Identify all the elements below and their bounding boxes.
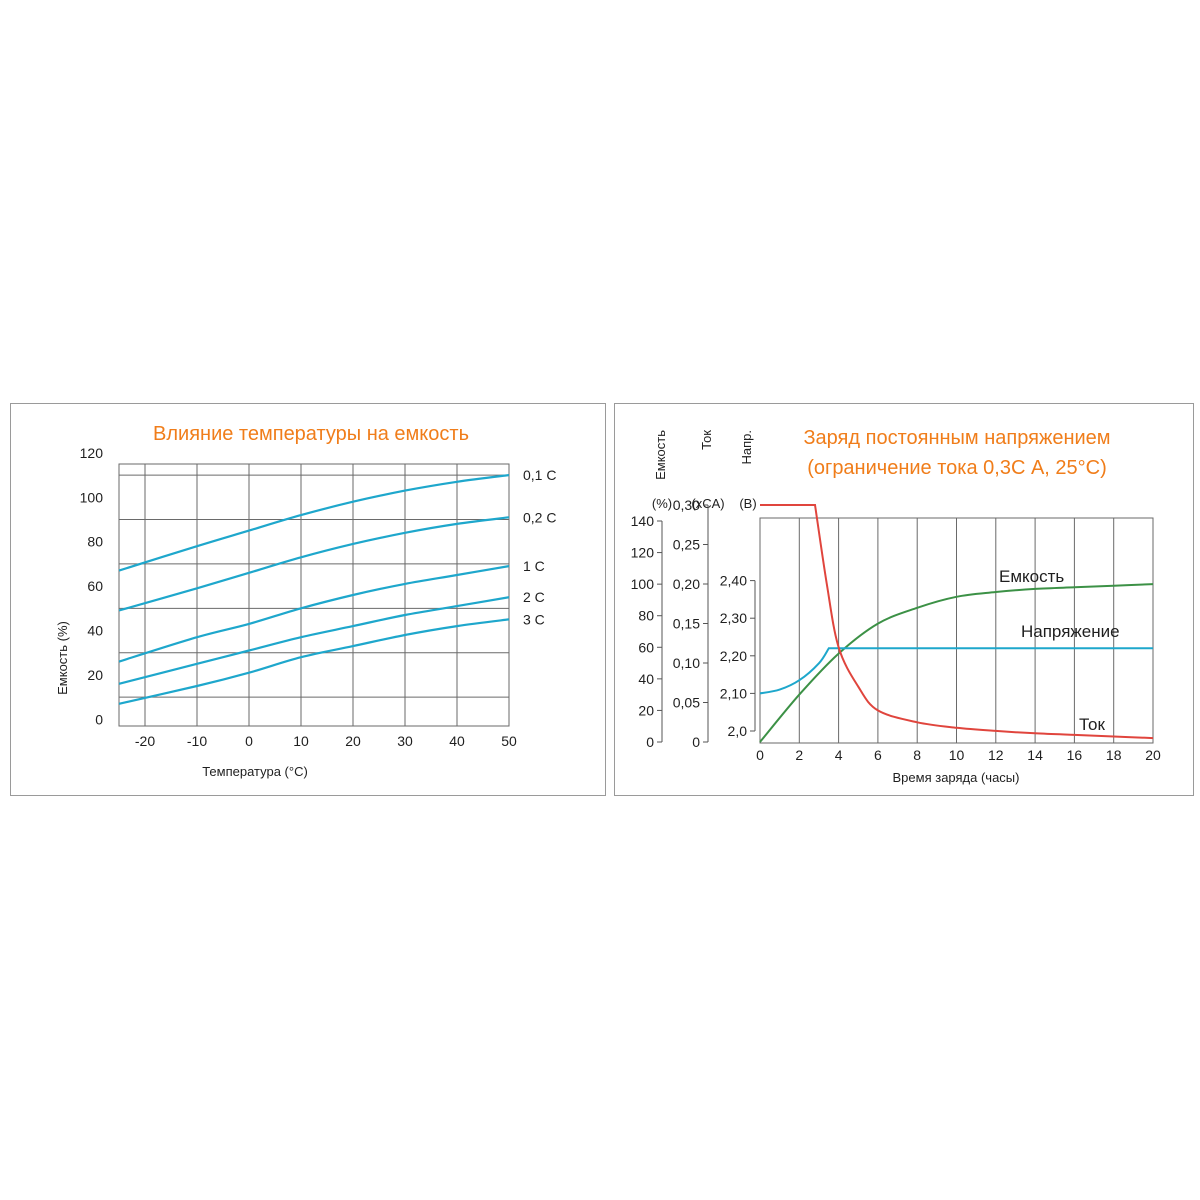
- series-line: [118, 516, 510, 612]
- series-label: 2 C: [523, 589, 545, 605]
- y-axis-title: Напр.: [739, 430, 754, 465]
- constant-voltage-charge-chart-panel: Заряд постоянным напряжением (ограничени…: [614, 403, 1194, 796]
- y-tick-label: 0: [95, 711, 103, 727]
- x-tick-label: 18: [1106, 747, 1122, 763]
- x-tick-label: 40: [449, 733, 465, 749]
- x-tick-label: -20: [135, 733, 155, 749]
- y-axis-unit: (B): [739, 496, 756, 511]
- x-tick-label: 12: [988, 747, 1004, 763]
- y-tick-label: 0,15: [673, 616, 700, 632]
- y-tick-label: 100: [80, 489, 104, 505]
- x-tick-label: -10: [187, 733, 207, 749]
- chart-title: Заряд постоянным напряжением: [803, 427, 1110, 449]
- y-tick-label: 0,10: [673, 655, 700, 671]
- x-axis-label: Температура (°C): [202, 764, 308, 779]
- y-tick-label: 40: [87, 623, 103, 639]
- y-tick-label: 100: [631, 576, 655, 592]
- y-tick-label: 2,0: [728, 723, 748, 739]
- y-tick-label: 2,10: [720, 685, 747, 701]
- series-line: [118, 618, 510, 705]
- x-tick-label: 14: [1027, 747, 1043, 763]
- series-label: 3 C: [523, 611, 545, 627]
- y-axis-unit: (xCA): [691, 496, 724, 511]
- series-line: [118, 596, 510, 685]
- y-tick-label: 60: [87, 578, 103, 594]
- y-tick-label: 120: [80, 445, 104, 461]
- temperature-capacity-chart: Влияние температуры на емкость -20 -10 0 10…: [55, 423, 556, 779]
- series-label: Ток: [1079, 715, 1106, 734]
- x-tick-label: 2: [795, 747, 803, 763]
- series-line: [759, 583, 1154, 743]
- series-line: [118, 565, 510, 663]
- y-tick-label: 0,20: [673, 576, 700, 592]
- y-axis-title: Емкость: [653, 430, 668, 480]
- series-label: 1 C: [523, 558, 545, 574]
- y-tick-label: 0: [692, 734, 700, 750]
- y-tick-label: 140: [631, 513, 655, 529]
- x-tick-label: 0: [756, 747, 764, 763]
- y-tick-label: 120: [631, 545, 655, 561]
- x-tick-label: 0: [245, 733, 253, 749]
- x-tick-label: 30: [397, 733, 413, 749]
- y-tick-label: 2,20: [720, 648, 747, 664]
- x-tick-label: 10: [293, 733, 309, 749]
- x-tick-label: 8: [913, 747, 921, 763]
- series-line: [760, 504, 1154, 740]
- x-tick-label: 10: [949, 747, 965, 763]
- y-tick-label: 0: [646, 734, 654, 750]
- y-tick-label: 20: [87, 667, 103, 683]
- series-label: 0,1 C: [523, 467, 556, 483]
- series-label: 0,2 C: [523, 509, 556, 525]
- constant-voltage-charge-chart: Заряд постоянным напряжением (ограничени…: [631, 427, 1161, 785]
- temperature-capacity-chart-panel: Влияние температуры на емкость -20 -10 0 10…: [10, 403, 606, 796]
- y-tick-label: 2,30: [720, 610, 747, 626]
- y-tick-label: 2,40: [720, 573, 747, 589]
- y-tick-label: 0,25: [673, 537, 700, 553]
- x-tick-label: 16: [1067, 747, 1083, 763]
- series-line: [759, 647, 1154, 695]
- y-tick-label: 0,05: [673, 695, 700, 711]
- chart-subtitle: (ограничение тока 0,3С А, 25°C): [807, 457, 1107, 479]
- y-tick-label: 20: [638, 702, 654, 718]
- series-label: Напряжение: [1021, 622, 1120, 641]
- y-tick-label: 0,30: [673, 497, 700, 513]
- series-line: [118, 474, 510, 572]
- y-axis-unit: (%): [652, 496, 672, 511]
- y-tick-label: 80: [87, 534, 103, 550]
- x-axis-label: Время заряда (часы): [893, 770, 1020, 785]
- y-axis-label: Емкость (%): [55, 621, 70, 695]
- x-tick-label: 6: [874, 747, 882, 763]
- x-tick-label: 20: [345, 733, 361, 749]
- y-axis-title: Ток: [699, 430, 714, 450]
- plot-frame: [118, 463, 510, 727]
- chart-title: Влияние температуры на емкость: [153, 423, 469, 445]
- series-label: Емкость: [999, 567, 1064, 586]
- x-tick-label: 4: [835, 747, 843, 763]
- y-tick-label: 60: [638, 639, 654, 655]
- x-tick-label: 20: [1145, 747, 1161, 763]
- y-tick-label: 40: [638, 671, 654, 687]
- y-tick-label: 80: [638, 608, 654, 624]
- x-tick-label: 50: [501, 733, 517, 749]
